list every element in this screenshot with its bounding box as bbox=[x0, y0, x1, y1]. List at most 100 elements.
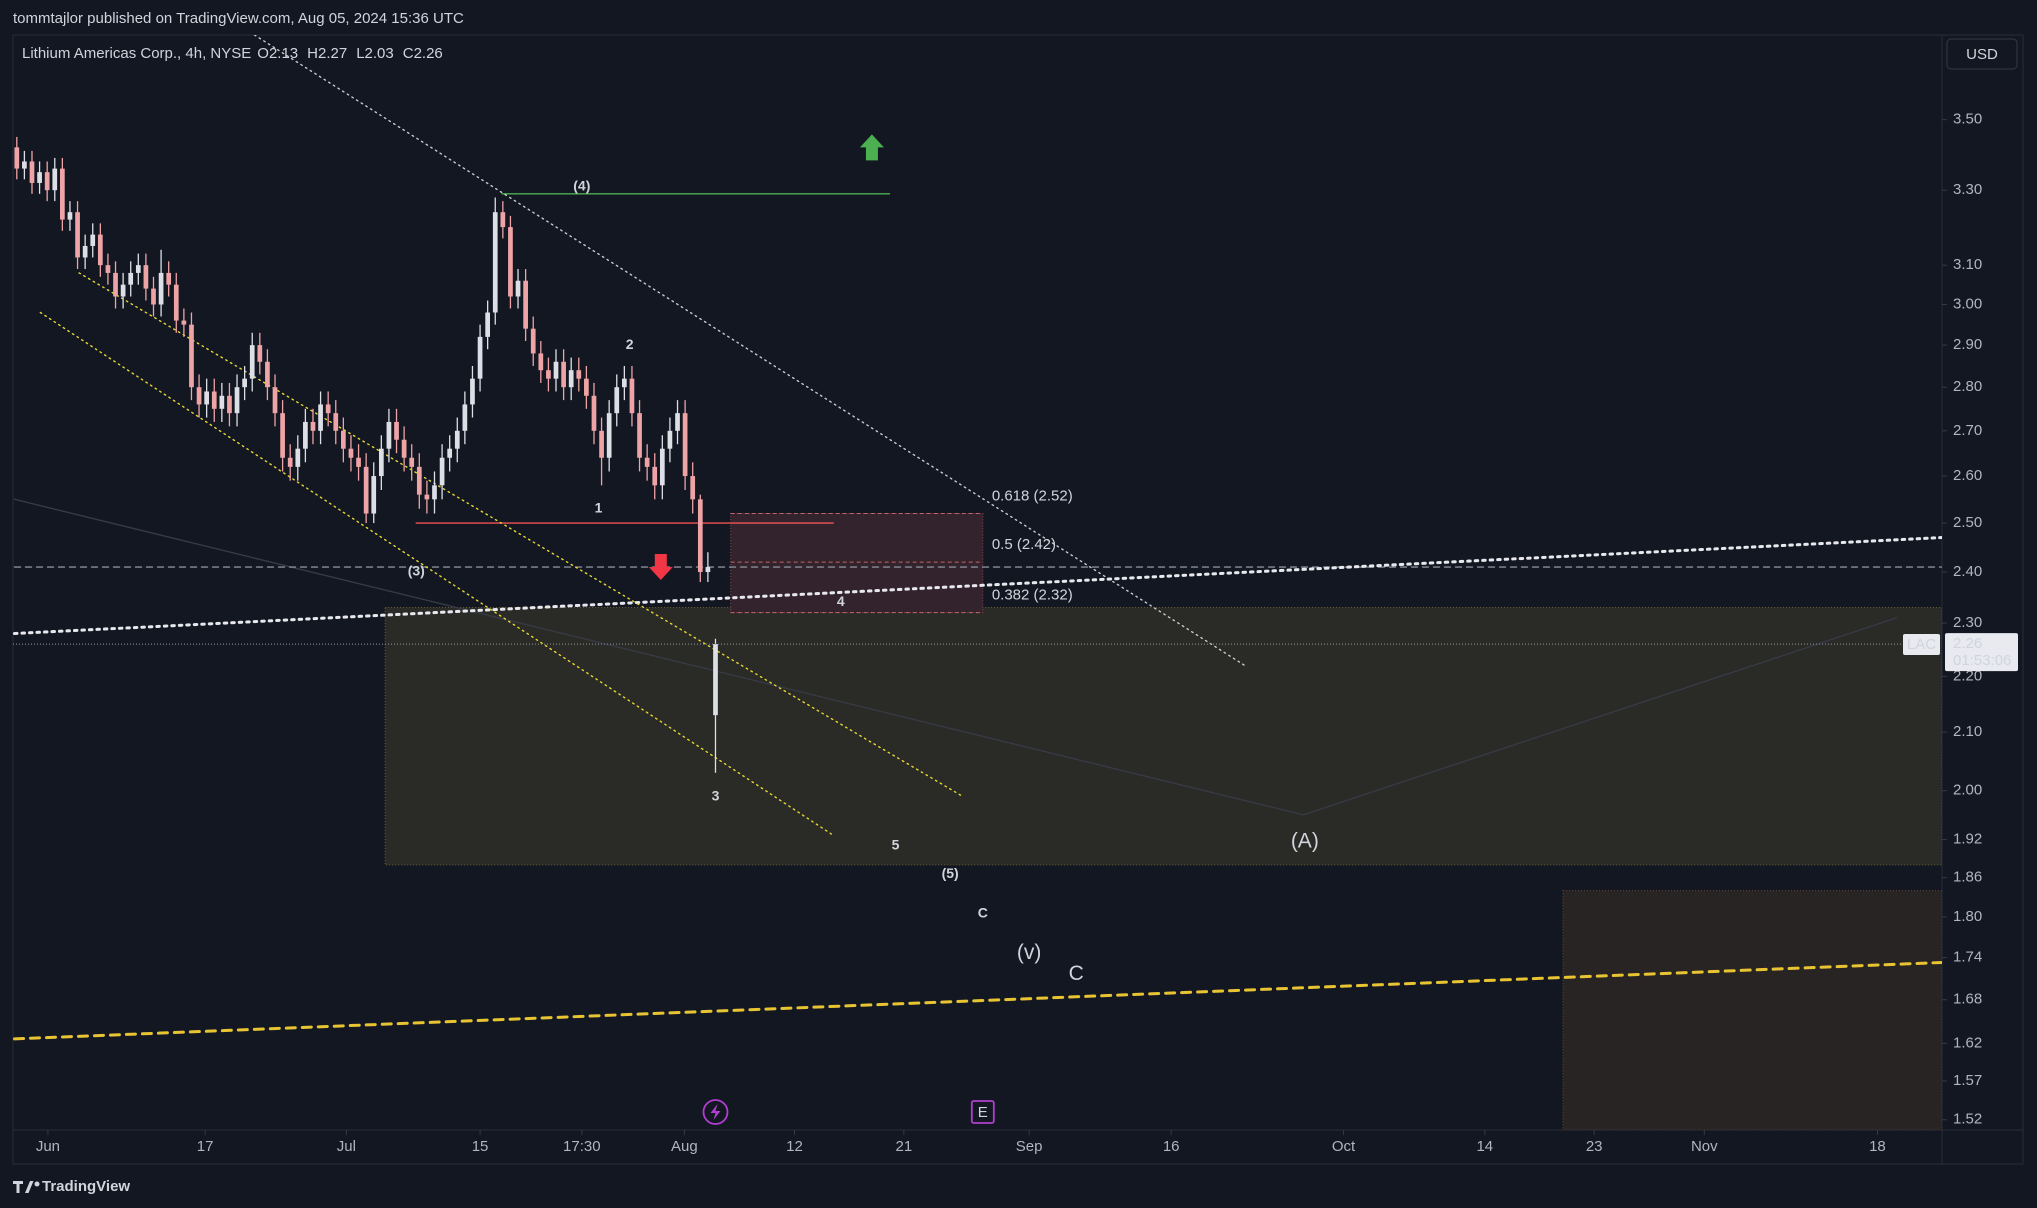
candle-body bbox=[280, 413, 285, 458]
candle-body bbox=[561, 361, 566, 388]
brand-name: TradingView bbox=[42, 1178, 130, 1195]
candle-body bbox=[341, 430, 346, 449]
x-tick-label: Nov bbox=[1691, 1138, 1718, 1155]
candle-body bbox=[386, 421, 392, 449]
x-tick-label: 21 bbox=[895, 1138, 912, 1155]
fib-label: 0.382 (2.32) bbox=[992, 587, 1073, 604]
candle-body bbox=[424, 494, 430, 500]
y-tick-label: 1.74 bbox=[1953, 949, 1982, 966]
x-tick-label: 16 bbox=[1163, 1138, 1180, 1155]
candle-body bbox=[378, 448, 384, 477]
candle-body bbox=[394, 421, 399, 440]
candle-body bbox=[295, 448, 301, 467]
y-tick-label: 1.80 bbox=[1953, 908, 1982, 925]
candle-body bbox=[553, 361, 559, 379]
candle-body bbox=[166, 272, 172, 285]
fib-label: 0.5 (2.42) bbox=[992, 536, 1056, 553]
symbol-legend: Lithium Americas Corp., 4h, NYSE O2.13 H2.… bbox=[22, 45, 443, 62]
candle-body bbox=[318, 404, 323, 431]
candle-body bbox=[568, 370, 574, 388]
candle-body bbox=[584, 378, 589, 396]
candle-body bbox=[37, 172, 42, 183]
candle-body bbox=[227, 395, 232, 414]
y-tick-label: 2.00 bbox=[1953, 782, 1982, 799]
candle-body bbox=[508, 227, 513, 297]
y-tick-label: 2.90 bbox=[1953, 336, 1982, 353]
candle-body bbox=[606, 413, 612, 458]
candle-body bbox=[204, 391, 210, 405]
candle-body bbox=[135, 265, 141, 273]
x-tick-label: 18 bbox=[1869, 1138, 1886, 1155]
countdown: 01:53:06 bbox=[1953, 652, 2011, 669]
y-tick-label: 2.40 bbox=[1953, 563, 1982, 580]
arrow bbox=[648, 554, 673, 581]
candle-body bbox=[189, 324, 194, 388]
candle-body bbox=[325, 404, 331, 414]
candle-body bbox=[576, 370, 582, 379]
candle-body bbox=[75, 212, 80, 258]
candle-body bbox=[523, 280, 528, 329]
candle-body bbox=[705, 567, 711, 573]
candle-body bbox=[333, 413, 339, 431]
y-tick-label: 2.60 bbox=[1953, 467, 1982, 484]
x-tick-label: Sep bbox=[1016, 1138, 1043, 1155]
event-icon bbox=[970, 1100, 995, 1124]
candle-body bbox=[697, 499, 703, 573]
wave-label: 5 bbox=[892, 837, 900, 853]
wave-label: C bbox=[1069, 962, 1084, 985]
candle-body bbox=[181, 320, 187, 325]
wave-label: 3 bbox=[712, 787, 720, 803]
logo-dot bbox=[34, 1181, 40, 1187]
ticker-tag bbox=[1903, 634, 1940, 655]
x-tick-label: Jun bbox=[36, 1138, 60, 1155]
candle-body bbox=[265, 361, 270, 388]
wave-label: (4) bbox=[573, 177, 590, 193]
ohlc-key: C bbox=[403, 45, 414, 62]
currency-label: USD bbox=[1966, 46, 1998, 63]
trend-line bbox=[13, 536, 1942, 636]
candle-body bbox=[44, 172, 50, 191]
y-tick-label: 1.86 bbox=[1953, 869, 1982, 886]
candle-body bbox=[272, 387, 278, 414]
candle-body bbox=[173, 284, 179, 321]
candle-body bbox=[454, 430, 460, 449]
candle-body bbox=[90, 234, 96, 246]
trend-line bbox=[78, 272, 964, 798]
x-tick-label: 17 bbox=[197, 1138, 214, 1155]
y-tick-label: 1.62 bbox=[1953, 1034, 1982, 1051]
candle-body bbox=[470, 378, 475, 405]
candle-body bbox=[659, 448, 665, 486]
brand-logo bbox=[13, 1181, 40, 1193]
candle-body bbox=[682, 413, 688, 477]
pane: 0.618 (2.52) 0.5 (2.42) 0.382 (2.32) (4) 2 1 (… bbox=[13, 35, 1942, 1130]
candle-body bbox=[629, 378, 635, 414]
x-tick-label: Oct bbox=[1332, 1138, 1356, 1155]
event-label: E bbox=[978, 1104, 988, 1121]
y-tick-label: 3.00 bbox=[1953, 295, 1982, 312]
x-tick-label: 17:30 bbox=[563, 1138, 601, 1155]
wave-label: 2 bbox=[626, 336, 634, 352]
currency-button[interactable] bbox=[1946, 38, 2018, 70]
candle-body bbox=[462, 404, 468, 431]
candle-body bbox=[409, 457, 415, 467]
ohlc-key: O bbox=[257, 45, 269, 62]
y-tick-label: 3.50 bbox=[1953, 111, 1982, 128]
ohlc-value: 2.27 bbox=[318, 45, 347, 62]
y-tick-label: 2.20 bbox=[1953, 667, 1982, 684]
y-tick-label: 2.80 bbox=[1953, 378, 1982, 395]
candle-body bbox=[151, 288, 156, 305]
candle-body bbox=[120, 284, 126, 297]
ohlc-key: H bbox=[307, 45, 318, 62]
candle-body bbox=[113, 272, 118, 297]
candle-body bbox=[599, 430, 604, 458]
arrow bbox=[859, 134, 884, 161]
wave-label: C bbox=[978, 904, 988, 920]
trend-line bbox=[13, 960, 1942, 1041]
price-tag-value: 2.26 bbox=[1953, 635, 1982, 652]
trend-line bbox=[39, 311, 834, 836]
ohlc-value: 2.03 bbox=[365, 45, 394, 62]
candle-body bbox=[515, 280, 521, 297]
x-tick-label: 15 bbox=[472, 1138, 489, 1155]
candle-body bbox=[667, 430, 673, 449]
